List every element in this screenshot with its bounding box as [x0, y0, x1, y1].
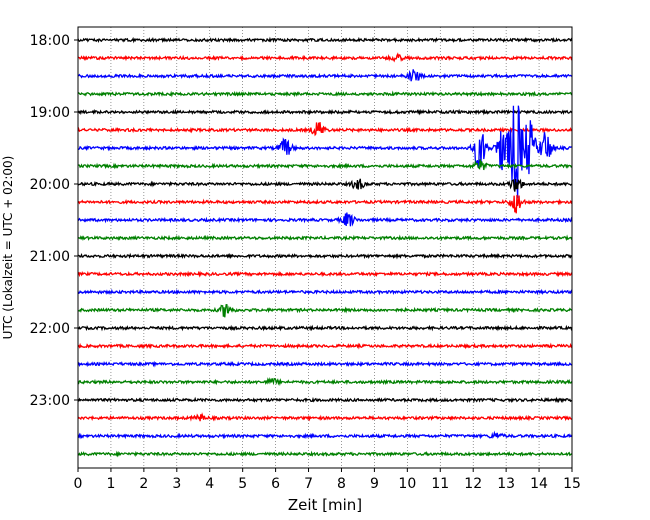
trace-line	[77, 360, 573, 368]
trace-line	[77, 450, 573, 458]
trace-line	[77, 270, 573, 278]
x-tick-label: 9	[370, 476, 379, 492]
trace-line	[77, 69, 573, 82]
x-tick-label: 14	[530, 476, 548, 492]
x-tick-label: 0	[74, 476, 83, 492]
y-axis-label: UTC (Lokalzeit = UTC + 02:00)	[1, 156, 15, 340]
x-tick-label: 7	[304, 476, 313, 492]
trace-line	[77, 122, 573, 137]
trace-line	[77, 159, 573, 171]
y-tick-label: 19:00	[30, 105, 70, 121]
trace-line	[77, 36, 573, 44]
trace-line	[77, 108, 573, 116]
trace-line	[77, 377, 573, 387]
y-tick-label: 22:00	[30, 321, 70, 337]
x-tick-label: 13	[497, 476, 515, 492]
trace-line	[77, 212, 573, 227]
trace-line	[77, 90, 573, 98]
x-tick-label: 10	[398, 476, 416, 492]
trace-line	[77, 430, 573, 440]
x-tick-label: 2	[139, 476, 148, 492]
trace-line	[77, 288, 573, 296]
y-tick-label: 20:00	[30, 177, 70, 193]
x-tick-label: 1	[106, 476, 115, 492]
trace-line	[77, 304, 573, 318]
traces	[77, 36, 573, 458]
trace-line	[77, 194, 573, 214]
x-tick-label: 6	[271, 476, 280, 492]
y-tick-label: 23:00	[30, 393, 70, 409]
trace-line	[77, 105, 573, 199]
x-tick-label: 15	[563, 476, 581, 492]
x-tick-label: 3	[172, 476, 181, 492]
x-tick-label: 11	[431, 476, 449, 492]
x-tick-label: 5	[238, 476, 247, 492]
trace-line	[77, 234, 573, 242]
x-tick-label: 12	[464, 476, 482, 492]
trace-line	[77, 412, 573, 422]
trace-line	[77, 252, 573, 260]
y-axis: 18:00 19:00 20:00 21:00 22:00 23:00	[30, 33, 78, 409]
y-tick-label: 21:00	[30, 249, 70, 265]
trace-line	[77, 324, 573, 332]
plot-frame	[77, 26, 573, 469]
x-axis-label: Zeit [min]	[288, 496, 362, 514]
x-tick-label: 4	[205, 476, 214, 492]
trace-line	[77, 178, 573, 192]
x-axis: 0 1 2 3 4 5 6 7 8 9 10 11 12 13 14 15	[74, 468, 581, 492]
y-tick-label: 18:00	[30, 33, 70, 49]
trace-line	[77, 396, 573, 404]
x-tick-label: 8	[337, 476, 346, 492]
trace-line	[77, 52, 573, 63]
trace-line	[77, 342, 573, 350]
